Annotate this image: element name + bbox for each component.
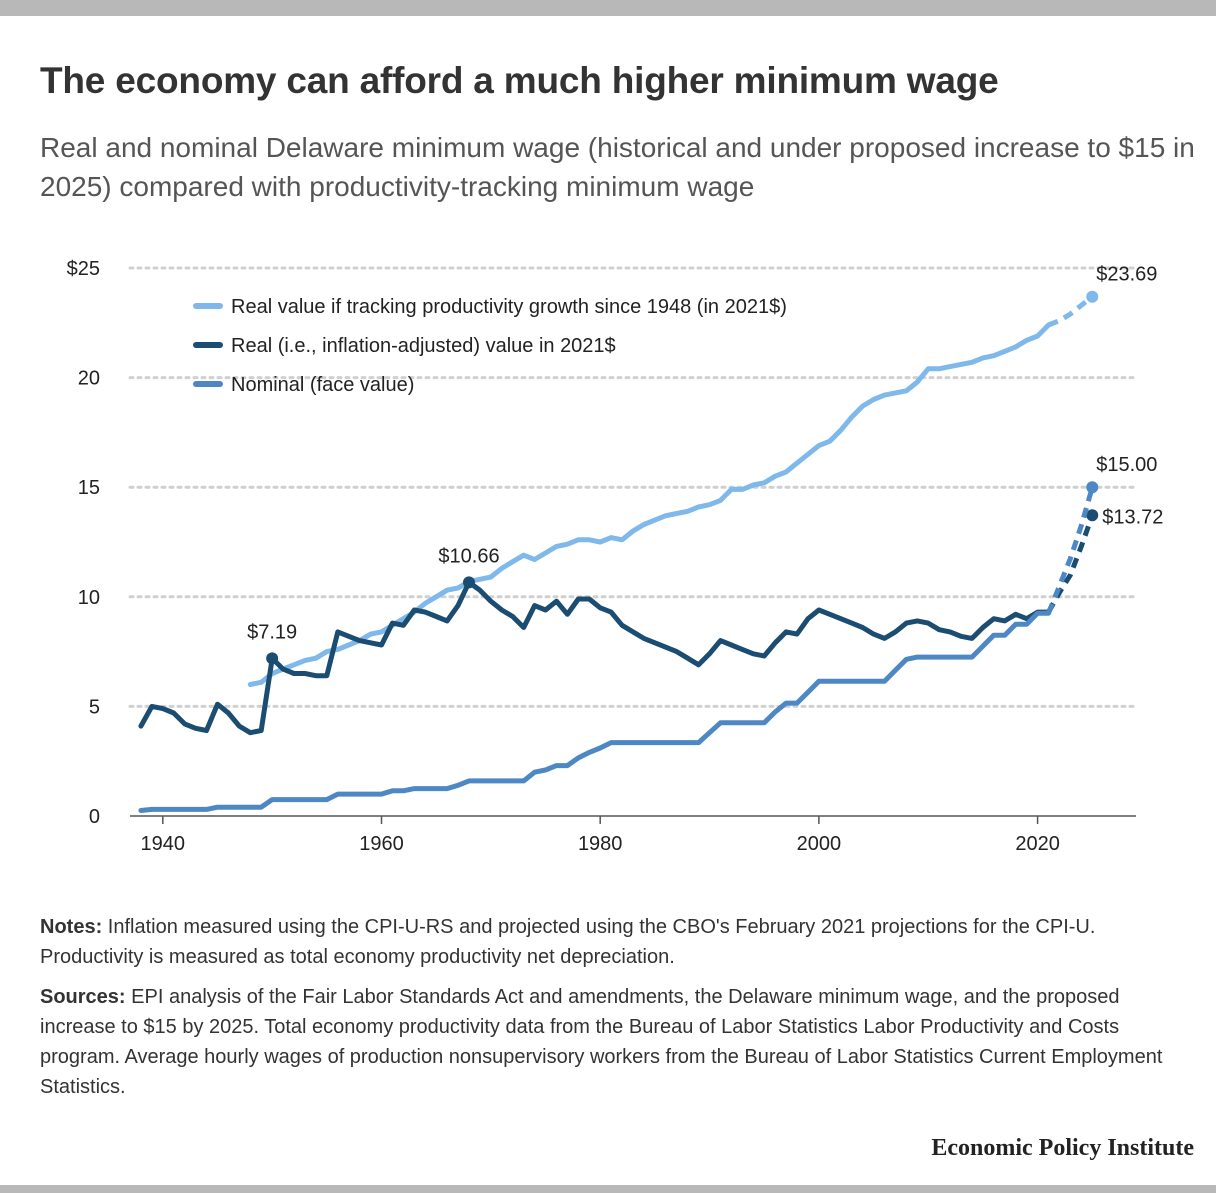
end-value-label: $15.00 bbox=[1096, 454, 1157, 476]
x-tick-label: 1980 bbox=[578, 833, 623, 855]
y-tick-label: 0 bbox=[89, 806, 100, 828]
end-value-label: $23.69 bbox=[1096, 264, 1157, 286]
point-value-label: $7.19 bbox=[247, 621, 297, 643]
line-chart: 0 5 10 15 20 $25 1940 1960 1980 2000 2020 $23.69 $13… bbox=[67, 258, 1164, 855]
series-line-2 bbox=[138, 579, 1051, 736]
y-tick-label: 15 bbox=[78, 477, 100, 499]
notes-text: Inflation measured using the CPI-U-RS an… bbox=[40, 916, 1096, 968]
legend-label-2: Real (i.e., inflation-adjusted) value in… bbox=[231, 335, 616, 357]
notes-block: Notes: Inflation measured using the CPI-… bbox=[40, 912, 1170, 1112]
annotated-point bbox=[266, 652, 279, 665]
y-tick-label: 10 bbox=[78, 587, 100, 609]
end-value-label: $13.72 bbox=[1102, 506, 1163, 528]
sources-paragraph: Sources: EPI analysis of the Fair Labor … bbox=[40, 982, 1170, 1102]
y-tick-label: 5 bbox=[89, 696, 100, 718]
sources-label: Sources: bbox=[40, 986, 126, 1008]
series-projection-1 bbox=[1047, 294, 1094, 328]
series-end-point-1 bbox=[1086, 290, 1099, 303]
series-projection-3 bbox=[1046, 486, 1095, 615]
top-border bbox=[0, 0, 1216, 16]
notes-paragraph: Notes: Inflation measured using the CPI-… bbox=[40, 912, 1170, 972]
chart-subtitle: Real and nominal Delaware minimum wage (… bbox=[40, 132, 1195, 202]
x-tick-label: 1940 bbox=[141, 833, 186, 855]
series-line-3 bbox=[138, 610, 1051, 813]
series-line-1 bbox=[247, 322, 1051, 687]
sources-text: EPI analysis of the Fair Labor Standards… bbox=[40, 986, 1163, 1098]
x-tick-label: 1960 bbox=[359, 833, 404, 855]
y-tick-label: $25 bbox=[67, 258, 100, 280]
x-tick-label: 2000 bbox=[797, 833, 842, 855]
y-tick-label: 20 bbox=[78, 368, 100, 390]
point-value-label: $10.66 bbox=[438, 545, 499, 567]
publisher-name: Economic Policy Institute bbox=[931, 1135, 1194, 1161]
bottom-border bbox=[0, 1185, 1216, 1193]
chart-title: The economy can afford a much higher min… bbox=[40, 60, 999, 101]
series-end-point-3 bbox=[1086, 481, 1099, 494]
series-projection-2 bbox=[1046, 514, 1095, 614]
legend-label-1: Real value if tracking productivity grow… bbox=[231, 296, 787, 318]
annotated-point bbox=[462, 576, 475, 589]
notes-label: Notes: bbox=[40, 916, 103, 938]
x-tick-label: 2020 bbox=[1015, 833, 1060, 855]
series-end-point-2 bbox=[1086, 509, 1099, 522]
legend-label-3: Nominal (face value) bbox=[231, 374, 414, 396]
